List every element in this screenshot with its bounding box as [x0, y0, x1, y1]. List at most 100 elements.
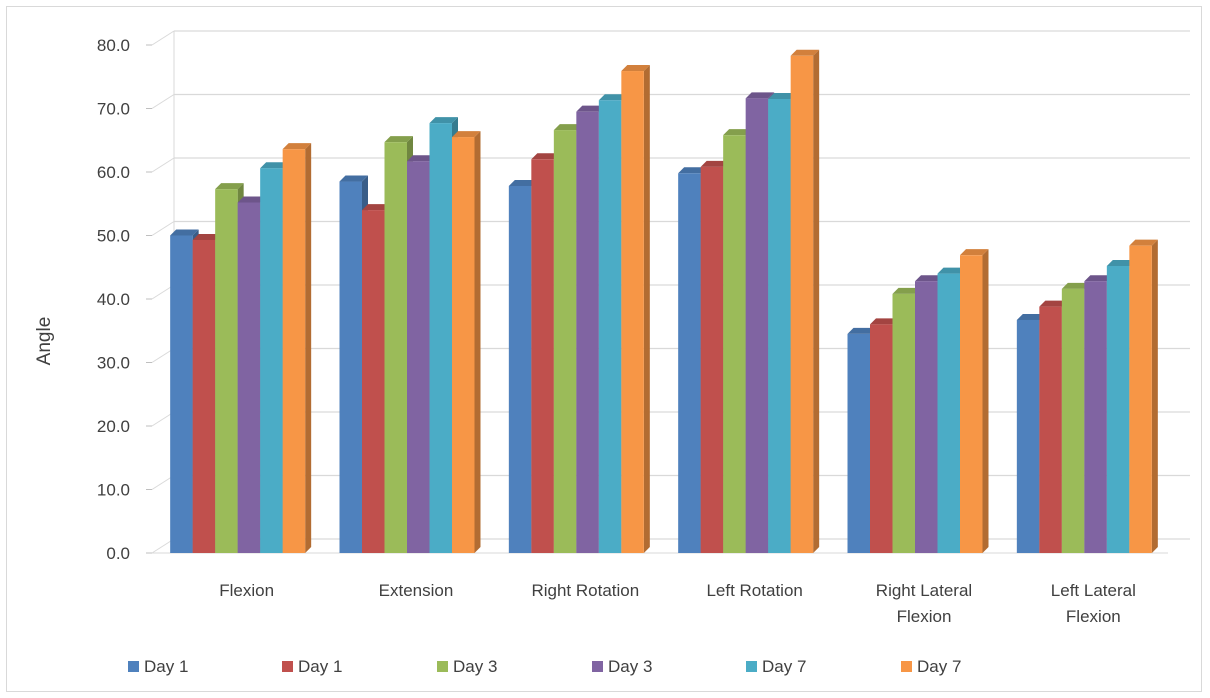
bar	[362, 210, 385, 553]
bar-top	[170, 229, 199, 236]
bar-top	[237, 196, 267, 203]
bar	[215, 189, 238, 553]
bar-top	[1039, 300, 1068, 307]
y-tick-label: 20.0	[97, 417, 130, 436]
bar-top	[768, 92, 797, 99]
bar-top	[745, 92, 775, 99]
legend-label: Day 7	[762, 657, 806, 676]
bar-top	[678, 167, 707, 174]
bar-top	[192, 233, 222, 240]
bar	[237, 202, 261, 554]
bar-top	[339, 175, 368, 182]
bar	[1016, 319, 1040, 553]
bar-top	[508, 179, 538, 186]
gridline-diagonal	[151, 30, 175, 46]
bar	[960, 255, 983, 553]
bar	[915, 281, 938, 553]
legend-swatch	[901, 661, 912, 672]
bar	[282, 149, 306, 553]
bar-top	[790, 49, 820, 56]
y-tick-label: 50.0	[97, 227, 130, 246]
y-tick-label: 10.0	[97, 481, 130, 500]
x-tick-label: Right Lateral	[876, 581, 972, 600]
bar	[790, 55, 814, 554]
bar-top	[1129, 239, 1158, 246]
bar-top	[937, 267, 966, 274]
legend-label: Day 1	[298, 657, 342, 676]
y-tick-label: 60.0	[97, 163, 130, 182]
bar-top	[576, 105, 605, 112]
bar-top	[1106, 259, 1136, 266]
bar-top	[870, 318, 899, 325]
bar-top	[960, 249, 989, 256]
legend-label: Day 7	[917, 657, 961, 676]
bar-top	[1084, 275, 1113, 282]
bar	[768, 98, 791, 553]
bar-side	[1151, 239, 1158, 553]
bar	[1084, 281, 1107, 553]
legend-swatch	[437, 661, 448, 672]
bar	[553, 130, 577, 553]
bar-top	[215, 183, 244, 190]
legend-swatch	[746, 661, 757, 672]
bar-top	[429, 117, 458, 124]
bar-top	[723, 129, 752, 136]
bar-top	[260, 162, 289, 169]
bar-top	[915, 275, 944, 282]
legend-label: Day 1	[144, 657, 188, 676]
x-tick-label: Flexion	[219, 581, 274, 600]
legend-label: Day 3	[608, 657, 652, 676]
bar	[192, 239, 216, 553]
legend-swatch	[282, 661, 293, 672]
bar	[339, 181, 362, 553]
y-tick-label: 40.0	[97, 290, 130, 309]
legend-swatch	[128, 661, 139, 672]
bar	[678, 173, 701, 553]
bar-top	[1061, 282, 1091, 289]
bar-side	[982, 249, 989, 553]
x-tick-label: Extension	[379, 581, 454, 600]
bar-top	[407, 155, 436, 162]
bar-side	[474, 131, 481, 553]
gridline-diagonal	[151, 94, 175, 109]
legend-label: Day 3	[453, 657, 497, 676]
bar	[700, 166, 724, 554]
bar-top	[847, 327, 876, 334]
legend-swatch	[592, 661, 603, 672]
bar-top	[531, 153, 560, 160]
bar	[508, 185, 532, 553]
x-tick-label: Left Rotation	[706, 581, 802, 600]
bar-top	[892, 287, 921, 294]
bar	[598, 100, 622, 554]
bar	[892, 293, 915, 553]
bar	[870, 324, 893, 553]
bar-side	[643, 65, 650, 553]
x-tick-label: Left Lateral	[1051, 581, 1136, 600]
gridline-diagonal	[151, 157, 175, 173]
y-tick-label: 70.0	[97, 100, 130, 119]
x-tick-label: Right Rotation	[531, 581, 639, 600]
bar	[407, 161, 430, 553]
bar-top	[384, 136, 413, 143]
bar	[745, 98, 769, 553]
gridline-diagonal	[151, 221, 175, 236]
bar	[429, 123, 452, 553]
bar-top	[362, 204, 391, 211]
bar	[1061, 288, 1085, 553]
bar	[847, 333, 870, 553]
bar-top	[621, 65, 650, 72]
x-tick-label: Flexion	[1066, 607, 1121, 626]
bar-top	[553, 124, 583, 131]
bar	[1106, 265, 1130, 553]
y-tick-label: 30.0	[97, 354, 130, 373]
bar	[576, 111, 599, 554]
bar	[452, 137, 475, 553]
bar-top	[700, 160, 730, 167]
bar-top	[282, 143, 312, 150]
bar	[260, 168, 283, 553]
bar	[384, 142, 407, 553]
bar	[937, 273, 960, 553]
bar	[1039, 306, 1062, 553]
bar	[1129, 245, 1152, 553]
